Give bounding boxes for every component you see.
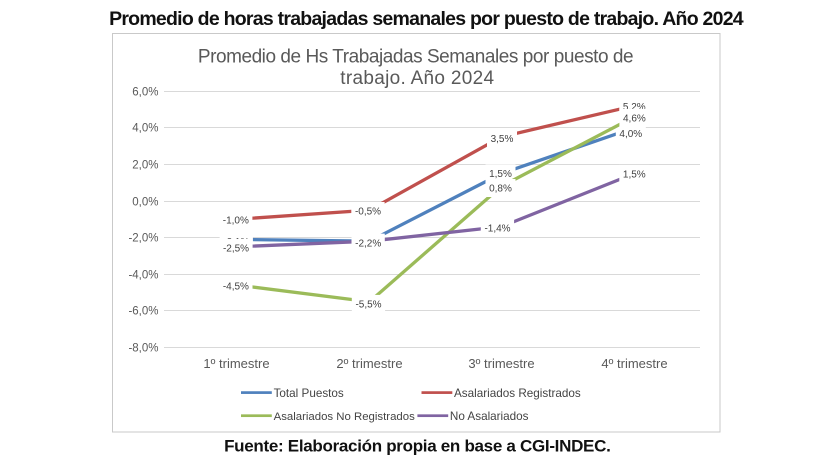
svg-text:-1,0%: -1,0% (223, 216, 249, 227)
svg-text:-8,0%: -8,0% (128, 343, 158, 355)
svg-text:1,5%: 1,5% (489, 169, 512, 180)
svg-text:Asalariados No Registrados: Asalariados No Registrados (274, 411, 415, 423)
svg-text:-1,4%: -1,4% (484, 223, 510, 234)
svg-text:2º trimestre: 2º trimestre (336, 356, 402, 371)
svg-text:-4,0%: -4,0% (128, 270, 158, 282)
svg-text:-6,0%: -6,0% (128, 306, 158, 318)
svg-text:4,6%: 4,6% (623, 114, 646, 125)
svg-text:-2,2%: -2,2% (355, 238, 381, 249)
svg-text:-0,5%: -0,5% (355, 207, 381, 218)
svg-text:-5,5%: -5,5% (355, 300, 381, 311)
svg-text:-2,0%: -2,0% (128, 233, 158, 245)
svg-text:Fuente: Elaboración propia en: Fuente: Elaboración propia en base a CGI… (224, 437, 610, 456)
svg-text:1,5%: 1,5% (623, 170, 646, 181)
svg-text:-2,5%: -2,5% (223, 244, 249, 255)
svg-text:4,0%: 4,0% (132, 123, 158, 135)
svg-text:Total Puestos: Total Puestos (274, 387, 344, 400)
svg-text:3º trimestre: 3º trimestre (468, 356, 534, 371)
svg-text:3,5%: 3,5% (491, 134, 514, 145)
svg-text:trabajo. Año 2024: trabajo. Año 2024 (340, 68, 494, 89)
svg-text:4,0%: 4,0% (619, 129, 642, 140)
svg-text:4º trimestre: 4º trimestre (601, 356, 667, 371)
svg-text:0,0%: 0,0% (132, 197, 158, 209)
svg-text:-4,5%: -4,5% (223, 282, 249, 293)
svg-text:6,0%: 6,0% (132, 87, 158, 99)
svg-text:Promedio de Hs Trabajadas Sema: Promedio de Hs Trabajadas Semanales por … (198, 46, 633, 67)
svg-text:1º trimestre: 1º trimestre (203, 356, 269, 371)
svg-text:0,8%: 0,8% (489, 184, 512, 195)
svg-text:2,0%: 2,0% (132, 160, 158, 172)
svg-text:No Asalariados: No Asalariados (450, 410, 529, 423)
svg-text:Asalariados Registrados: Asalariados Registrados (454, 387, 581, 400)
svg-text:Promedio de horas trabajadas s: Promedio de horas trabajadas semanales p… (109, 8, 744, 30)
svg-text:5.2%: 5.2% (623, 102, 646, 113)
